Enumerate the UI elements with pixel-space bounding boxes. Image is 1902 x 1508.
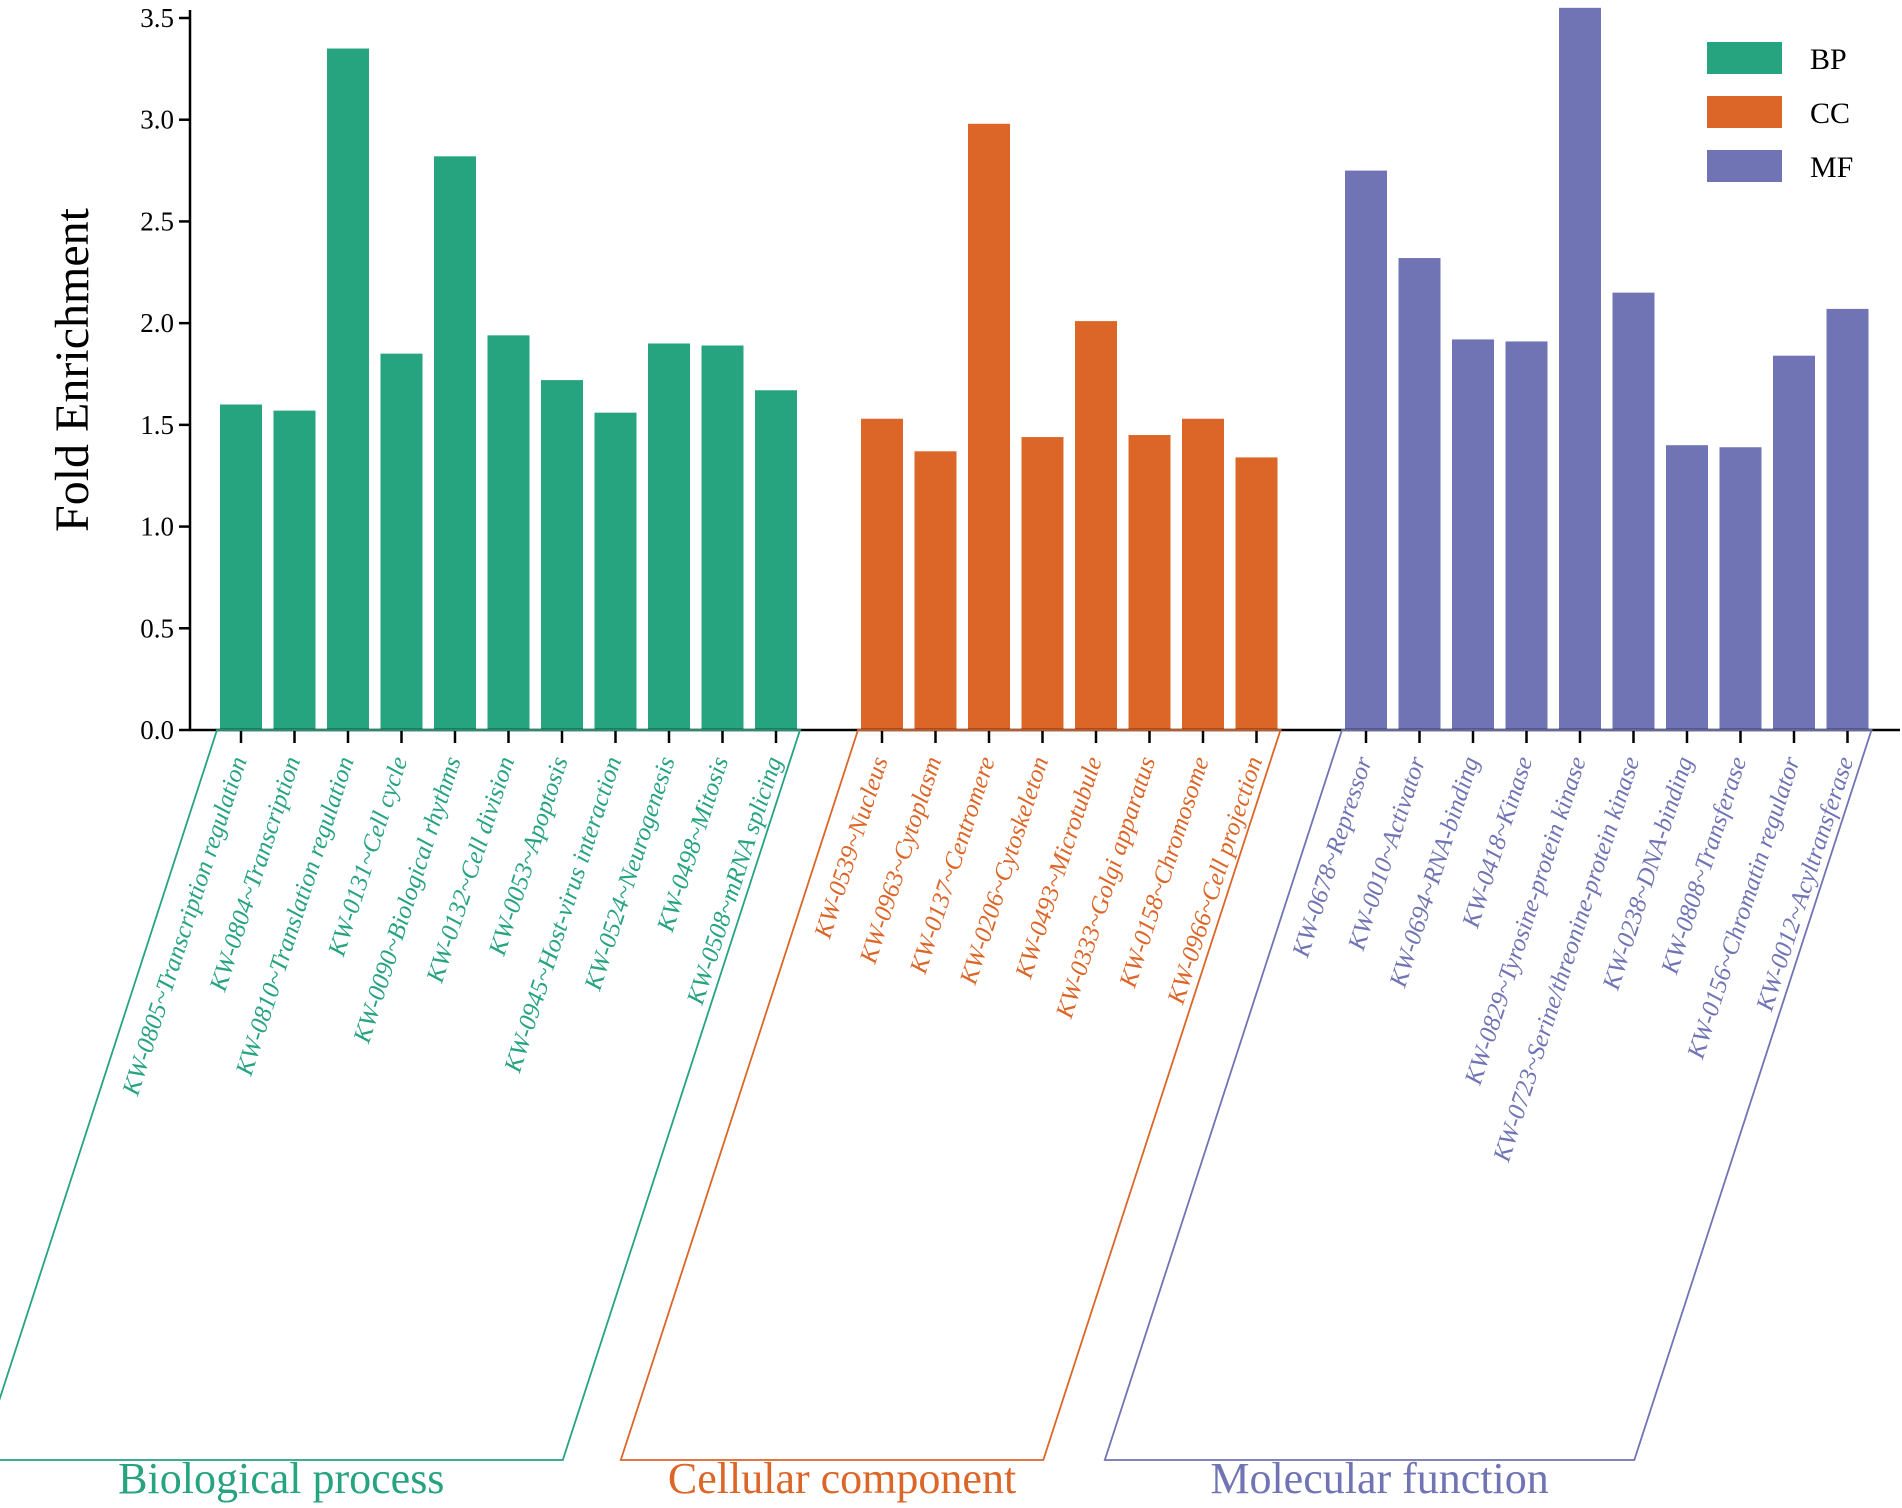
bar-bp-kw-0132-cell-division <box>487 335 530 730</box>
legend-label-cc: CC <box>1810 97 1850 130</box>
x-axis <box>190 728 1900 743</box>
bar-mf-kw-0010-activator <box>1398 258 1441 730</box>
bar-cc-kw-0206-cytoskeleton <box>1021 437 1064 730</box>
bar-bp-kw-0053-apoptosis <box>541 380 583 730</box>
legend-swatch-bp <box>1707 42 1782 74</box>
bar-bp-kw-0804-transcription <box>273 410 316 730</box>
y-tick-label: 3.5 <box>140 3 174 33</box>
group-label-biological-process: Biological process <box>118 1454 444 1503</box>
bar-bp-kw-0524-neurogenesis <box>648 343 690 730</box>
bar-cc-kw-0158-chromosome <box>1182 418 1224 730</box>
bar-cc-kw-0333-golgi-apparatus <box>1128 435 1171 730</box>
y-axis: 0.0 0.5 1.0 1.5 2.0 2.5 3.0 3.5 <box>140 3 192 745</box>
group-label-molecular-function: Molecular function <box>1210 1454 1548 1503</box>
group-bracket-bp <box>0 729 802 1461</box>
bar-cc-kw-0137-centromere <box>968 123 1010 731</box>
bar-bp-kw-0508-mrna-splicing <box>755 390 797 730</box>
y-tick-label: 3.0 <box>140 105 174 135</box>
group-bracket-cc <box>619 729 1282 1461</box>
bar-bp-kw-0945-host-virus-interaction <box>594 412 637 730</box>
y-tick-label: 1.5 <box>140 410 174 440</box>
bar-mf-kw-0678-repressor <box>1345 170 1387 731</box>
legend-swatch-mf <box>1707 150 1782 182</box>
y-tick-label: 2.5 <box>140 206 174 236</box>
bar-mf-kw-0156-chromatin-regulator <box>1773 355 1815 730</box>
category-labels: KW-0805~Transcription regulationKW-0804~… <box>117 753 1859 1166</box>
bar-cc-kw-0493-microtubule <box>1075 321 1117 730</box>
bar-mf-kw-0238-dna-binding <box>1666 445 1708 730</box>
bar-bp-kw-0090-biological-rhythms <box>434 156 476 730</box>
y-tick-label: 0.0 <box>140 715 174 745</box>
bar-cc-kw-0963-cytoplasm <box>914 451 957 730</box>
bar-bp-kw-0498-mitosis <box>701 345 744 730</box>
bar-bp-kw-0805-transcription-regulation <box>220 404 262 730</box>
bar-mf-kw-0808-transferase <box>1719 447 1762 730</box>
group-brackets: Biological process Cellular component Mole… <box>0 729 1873 1503</box>
y-tick-label: 0.5 <box>140 613 174 643</box>
legend-swatch-cc <box>1707 96 1782 128</box>
bar-mf-kw-0418-kinase <box>1505 341 1548 730</box>
bar-mf-kw-0829-tyrosine-protein-kinase <box>1559 7 1601 731</box>
legend-label-mf: MF <box>1810 151 1853 184</box>
bar-bp-kw-0131-cell-cycle <box>380 353 423 730</box>
bar-bp-kw-0810-translation-regulation <box>327 48 369 731</box>
bar-cc-kw-0966-cell-projection <box>1235 457 1278 730</box>
bars <box>220 7 1869 731</box>
legend-label-bp: BP <box>1810 43 1847 76</box>
y-tick-label: 1.0 <box>140 512 174 542</box>
y-axis-title: Fold Enrichment <box>46 207 99 532</box>
bar-mf-kw-0694-rna-binding <box>1452 339 1494 730</box>
group-bracket-mf <box>1103 729 1873 1461</box>
y-tick-label: 2.0 <box>140 308 174 338</box>
bar-cc-kw-0539-nucleus <box>861 418 903 730</box>
legend: BP CC MF <box>1707 42 1853 184</box>
bar-mf-kw-0723-serine-threonine-protein-kinase <box>1612 292 1655 730</box>
bar-mf-kw-0012-acyltransferase <box>1826 308 1869 730</box>
group-label-cellular-component: Cellular component <box>668 1454 1016 1503</box>
